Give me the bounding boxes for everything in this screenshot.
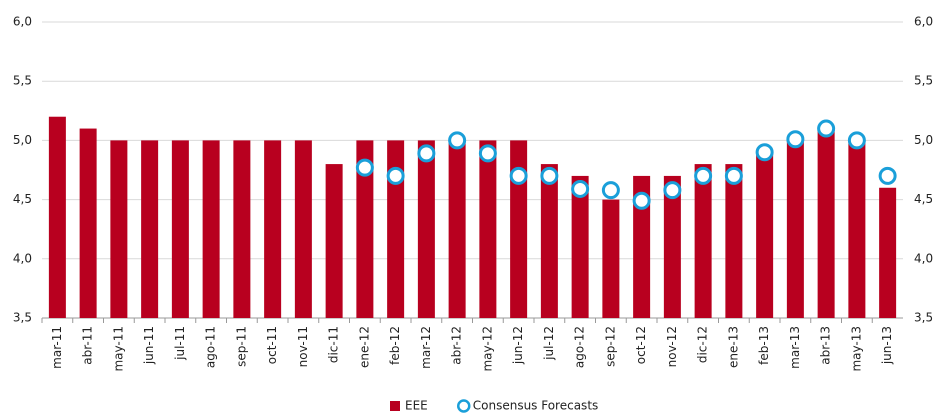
bar — [294, 140, 312, 318]
bar — [817, 128, 835, 318]
x-tick-label: may-12 — [480, 326, 494, 372]
x-tick-label: abr-11 — [81, 326, 95, 365]
forecast-point — [694, 166, 713, 185]
forecast-point — [478, 144, 497, 163]
forecast-point — [509, 166, 528, 185]
x-tick-label: may-11 — [111, 326, 125, 372]
y2-tick-label: 6,0 — [914, 15, 933, 29]
y2-tick-label: 3,5 — [914, 311, 933, 325]
x-tick-label: mar-12 — [419, 326, 433, 369]
bar — [571, 175, 589, 318]
bar — [325, 164, 343, 318]
x-tick-label: oct-12 — [634, 326, 648, 364]
bar — [879, 187, 897, 318]
x-tick-label: nov-12 — [665, 326, 679, 367]
bar — [417, 140, 435, 318]
y-tick-label: 5,0 — [13, 133, 32, 147]
bar — [848, 140, 866, 318]
x-tick-label: jul-11 — [173, 326, 187, 361]
bar — [48, 116, 66, 318]
bar — [633, 175, 651, 318]
x-tick-label: mar-11 — [50, 326, 64, 369]
bar — [694, 164, 712, 318]
bar — [110, 140, 128, 318]
y2-tick-label: 4,5 — [914, 192, 933, 206]
bar — [479, 140, 497, 318]
bar — [756, 152, 774, 318]
bar — [356, 140, 374, 318]
bar — [202, 140, 220, 318]
forecast-point — [386, 166, 405, 185]
x-tick-label: ago-12 — [573, 326, 587, 368]
bar — [264, 140, 282, 318]
y2-tick-label: 5,0 — [914, 133, 933, 147]
bar — [510, 140, 528, 318]
forecast-point — [786, 130, 805, 149]
bar — [387, 140, 405, 318]
y-tick-label: 4,0 — [13, 251, 32, 265]
x-tick-label: abr-12 — [450, 326, 464, 365]
x-tick-label: sep-11 — [234, 326, 248, 367]
x-tick-label: dic-12 — [696, 326, 710, 363]
forecast-point — [540, 166, 559, 185]
x-tick-label: jun-11 — [142, 326, 156, 365]
bar — [663, 175, 681, 318]
x-tick-label: jul-12 — [542, 326, 556, 361]
bar — [725, 164, 743, 318]
x-tick-label: oct-11 — [265, 326, 279, 364]
bar — [141, 140, 159, 318]
x-tick-label: ago-11 — [204, 326, 218, 368]
x-tick-label: jun-13 — [880, 326, 894, 365]
y2-tick-label: 4,0 — [914, 251, 933, 265]
forecast-point — [817, 119, 836, 138]
bar — [448, 140, 466, 318]
x-tick-label: feb-13 — [757, 326, 771, 365]
bar — [171, 140, 189, 318]
x-tick-label: dic-11 — [327, 326, 341, 363]
y-tick-label: 4,5 — [13, 192, 32, 206]
y-tick-label: 5,5 — [13, 74, 32, 88]
forecast-point — [417, 144, 436, 163]
forecast-point — [571, 179, 590, 198]
forecast-point — [755, 143, 774, 162]
y-tick-label: 6,0 — [13, 15, 32, 29]
bar — [540, 164, 558, 318]
x-tick-label: feb-12 — [388, 326, 402, 365]
forecast-point — [724, 166, 743, 185]
x-tick-label: mar-13 — [788, 326, 802, 369]
x-tick-label: sep-12 — [603, 326, 617, 367]
legend-swatch — [390, 401, 400, 411]
forecast-point — [601, 181, 620, 200]
forecast-point — [632, 191, 651, 210]
forecast-point — [878, 166, 897, 185]
legend-label: EEE — [405, 399, 428, 413]
bar — [79, 128, 97, 318]
x-tick-label: ene-13 — [726, 326, 740, 368]
forecast-point — [663, 181, 682, 200]
x-tick-label: abr-13 — [819, 326, 833, 365]
forecast-point — [355, 158, 374, 177]
bar — [602, 199, 620, 318]
bar — [786, 140, 804, 318]
forecast-point — [448, 131, 467, 150]
y2-tick-label: 5,5 — [914, 74, 933, 88]
forecast-point — [847, 131, 866, 150]
x-tick-label: may-13 — [849, 326, 863, 372]
legend-swatch — [457, 399, 471, 413]
x-tick-label: jun-12 — [511, 326, 525, 365]
legend-label: Consensus Forecasts — [473, 399, 599, 413]
bar — [233, 140, 251, 318]
y-tick-label: 3,5 — [13, 311, 32, 325]
x-tick-label: ene-12 — [357, 326, 371, 368]
x-tick-label: nov-11 — [296, 326, 310, 367]
